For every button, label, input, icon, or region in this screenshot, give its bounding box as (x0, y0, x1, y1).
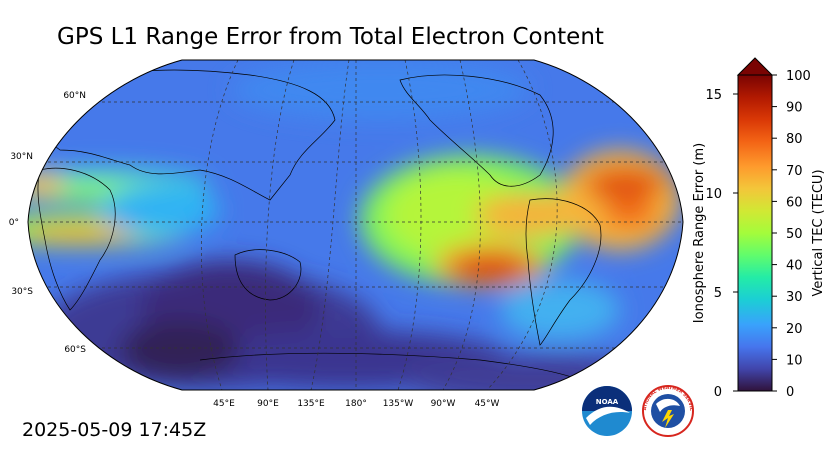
left-tick-15: 15 (705, 88, 722, 103)
lon-label-180: 180° (345, 399, 367, 409)
page-title: GPS L1 Range Error from Total Electron C… (57, 24, 604, 50)
right-tick-50: 50 (786, 227, 803, 242)
lon-label-135w: 135°W (383, 399, 414, 409)
right-tick-0: 0 (786, 385, 794, 400)
right-tick-90: 90 (786, 101, 803, 116)
graticule (28, 60, 683, 390)
lon-label-45w: 45°W (475, 399, 500, 409)
lat-label-equator: 0° (9, 218, 19, 228)
valid-timestamp: 2025-05-09 17:45Z (22, 419, 207, 441)
map-area (27, 59, 684, 391)
right-tick-20: 20 (786, 322, 803, 337)
right-tick-70: 70 (786, 164, 803, 179)
colorbar: 0 5 10 15 Ionosphere Range Error (m) 0 1… (692, 57, 826, 400)
right-tick-60: 60 (786, 195, 803, 210)
colorbar-gradient (737, 74, 773, 392)
left-tick-0: 0 (714, 385, 722, 400)
right-tick-80: 80 (786, 132, 803, 147)
colorbar-extend-arrow (736, 57, 774, 76)
right-tick-10: 10 (786, 353, 803, 368)
right-tick-100: 100 (786, 69, 811, 84)
right-tick-40: 40 (786, 259, 803, 274)
noaa-logo-icon: NOAA (582, 386, 632, 436)
lon-label-90w: 90°W (431, 399, 456, 409)
lat-label-30n: 30°N (10, 152, 33, 162)
left-tick-10: 10 (705, 187, 722, 202)
right-tick-30: 30 (786, 290, 803, 305)
lon-label-90e: 90°E (257, 399, 279, 409)
lat-label-60n: 60°N (63, 91, 86, 101)
map-border (27, 59, 684, 391)
lon-label-135e: 135°E (297, 399, 325, 409)
lat-label-30s: 30°S (11, 287, 33, 297)
noaa-logo-text: NOAA (596, 398, 619, 406)
left-tick-5: 5 (714, 286, 722, 301)
left-axis-label: Ionosphere Range Error (m) (692, 143, 707, 323)
lat-label-60s: 60°S (64, 345, 86, 355)
lon-label-45e: 45°E (213, 399, 235, 409)
right-axis-label: Vertical TEC (TECU) (811, 169, 826, 296)
